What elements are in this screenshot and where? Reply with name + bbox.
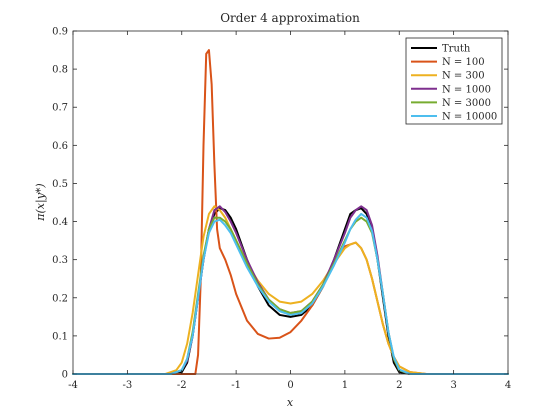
x-tick-label: -4 bbox=[68, 380, 78, 391]
x-axis-label: x bbox=[287, 396, 294, 409]
legend-label-2: N = 300 bbox=[442, 71, 485, 82]
x-tick-label: 2 bbox=[396, 380, 402, 391]
chart-title: Order 4 approximation bbox=[220, 11, 360, 25]
y-tick-label: 0.1 bbox=[52, 331, 68, 342]
y-tick-label: 0.7 bbox=[52, 103, 68, 114]
legend-label-0: Truth bbox=[442, 44, 471, 55]
y-tick-label: 0.5 bbox=[52, 179, 68, 190]
y-tick-label: 0.9 bbox=[52, 27, 68, 38]
series-line-2 bbox=[72, 205, 509, 375]
y-tick-label: 0.8 bbox=[52, 65, 68, 76]
x-tick-label: 3 bbox=[450, 380, 456, 391]
x-tick-label: -3 bbox=[123, 380, 133, 391]
y-tick-label: 0.2 bbox=[52, 293, 68, 304]
y-axis-ticks: 0 0.1 0.2 0.3 0.4 0.5 0.6 0.7 0.8 0.9 bbox=[52, 27, 508, 381]
legend: Truth N = 100 N = 300 N = 1000 N = 3000 N = 1… bbox=[405, 37, 503, 125]
x-tick-label: 1 bbox=[342, 380, 348, 391]
x-tick-label: -2 bbox=[177, 380, 187, 391]
y-tick-label: 0 bbox=[62, 370, 68, 381]
series-line-5 bbox=[72, 212, 509, 375]
x-tick-label: 0 bbox=[287, 380, 293, 391]
legend-label-1: N = 100 bbox=[442, 57, 485, 68]
x-axis-ticks: -4 -3 -2 -1 0 1 2 3 4 bbox=[68, 31, 511, 391]
y-tick-label: 0.4 bbox=[52, 217, 68, 228]
x-tick-label: 4 bbox=[505, 380, 511, 391]
legend-label-5: N = 10000 bbox=[442, 112, 497, 123]
y-tick-label: 0.3 bbox=[52, 255, 68, 266]
legend-box bbox=[405, 37, 503, 125]
x-tick-label: -1 bbox=[231, 380, 241, 391]
series-lines bbox=[72, 49, 509, 375]
legend-label-4: N = 3000 bbox=[442, 98, 491, 109]
y-tick-label: 0.6 bbox=[52, 141, 68, 152]
y-axis-label: π(x|y*) bbox=[34, 183, 48, 221]
legend-label-3: N = 1000 bbox=[442, 84, 491, 95]
